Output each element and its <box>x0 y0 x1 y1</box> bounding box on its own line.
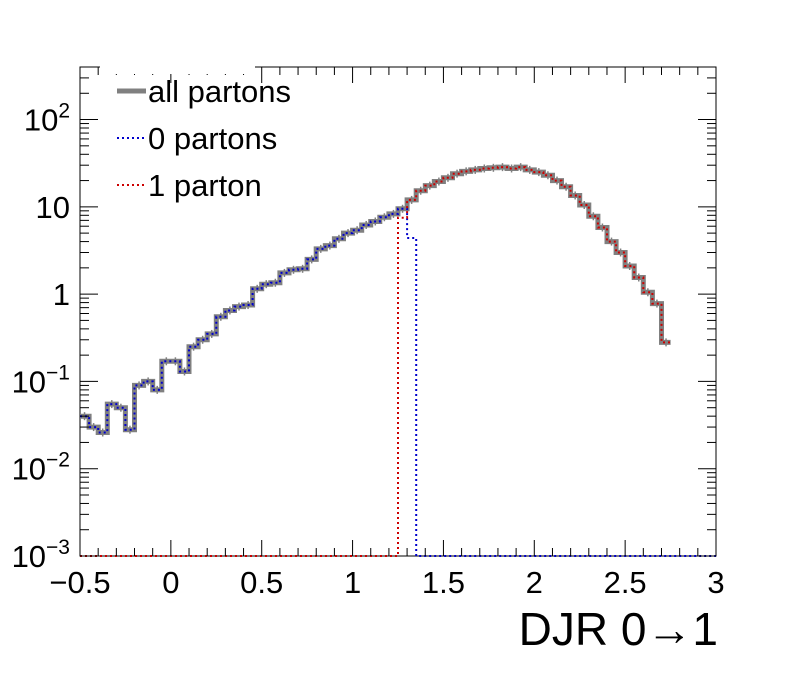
series-layer <box>80 163 716 557</box>
x-tick-label: 0.5 <box>240 565 283 600</box>
y-axis: 10−3 10−2 10−1 1 10 102 <box>12 66 716 574</box>
x-tick-label: 2 <box>526 565 543 600</box>
series-line-all-partons <box>80 164 671 435</box>
series-line-0-partons <box>80 207 716 557</box>
x-tick-label: 1 <box>344 565 361 600</box>
series-0-partons <box>80 207 716 557</box>
legend: all partons 0 partons 1 parton <box>100 62 291 203</box>
legend-label: all partons <box>148 74 291 109</box>
x-axis-label: DJR 0→1 <box>519 603 718 655</box>
plot-frame <box>79 66 717 557</box>
series-1-parton <box>80 166 671 557</box>
x-tick-label: 0 <box>162 565 179 600</box>
y-tick-label: 10−1 <box>12 361 70 399</box>
legend-background <box>100 62 255 74</box>
x-tick-label: −0.5 <box>49 565 110 600</box>
x-tick-label: 2.5 <box>604 565 647 600</box>
legend-label: 1 parton <box>148 168 262 203</box>
y-tick-label: 1 <box>53 277 70 312</box>
y-tick-label: 102 <box>24 100 70 138</box>
legend-label: 0 partons <box>148 121 277 156</box>
y-tick-label: 10−3 <box>12 536 70 574</box>
x-tick-label: 1.5 <box>422 565 465 600</box>
x-axis: −0.5 0 0.5 1 1.5 2 2.5 3 <box>49 67 725 600</box>
y-tick-label: 10 <box>36 190 70 225</box>
y-tick-label: 10−2 <box>12 449 70 487</box>
series-line-1-parton <box>80 166 671 557</box>
x-tick-label: 3 <box>707 565 724 600</box>
